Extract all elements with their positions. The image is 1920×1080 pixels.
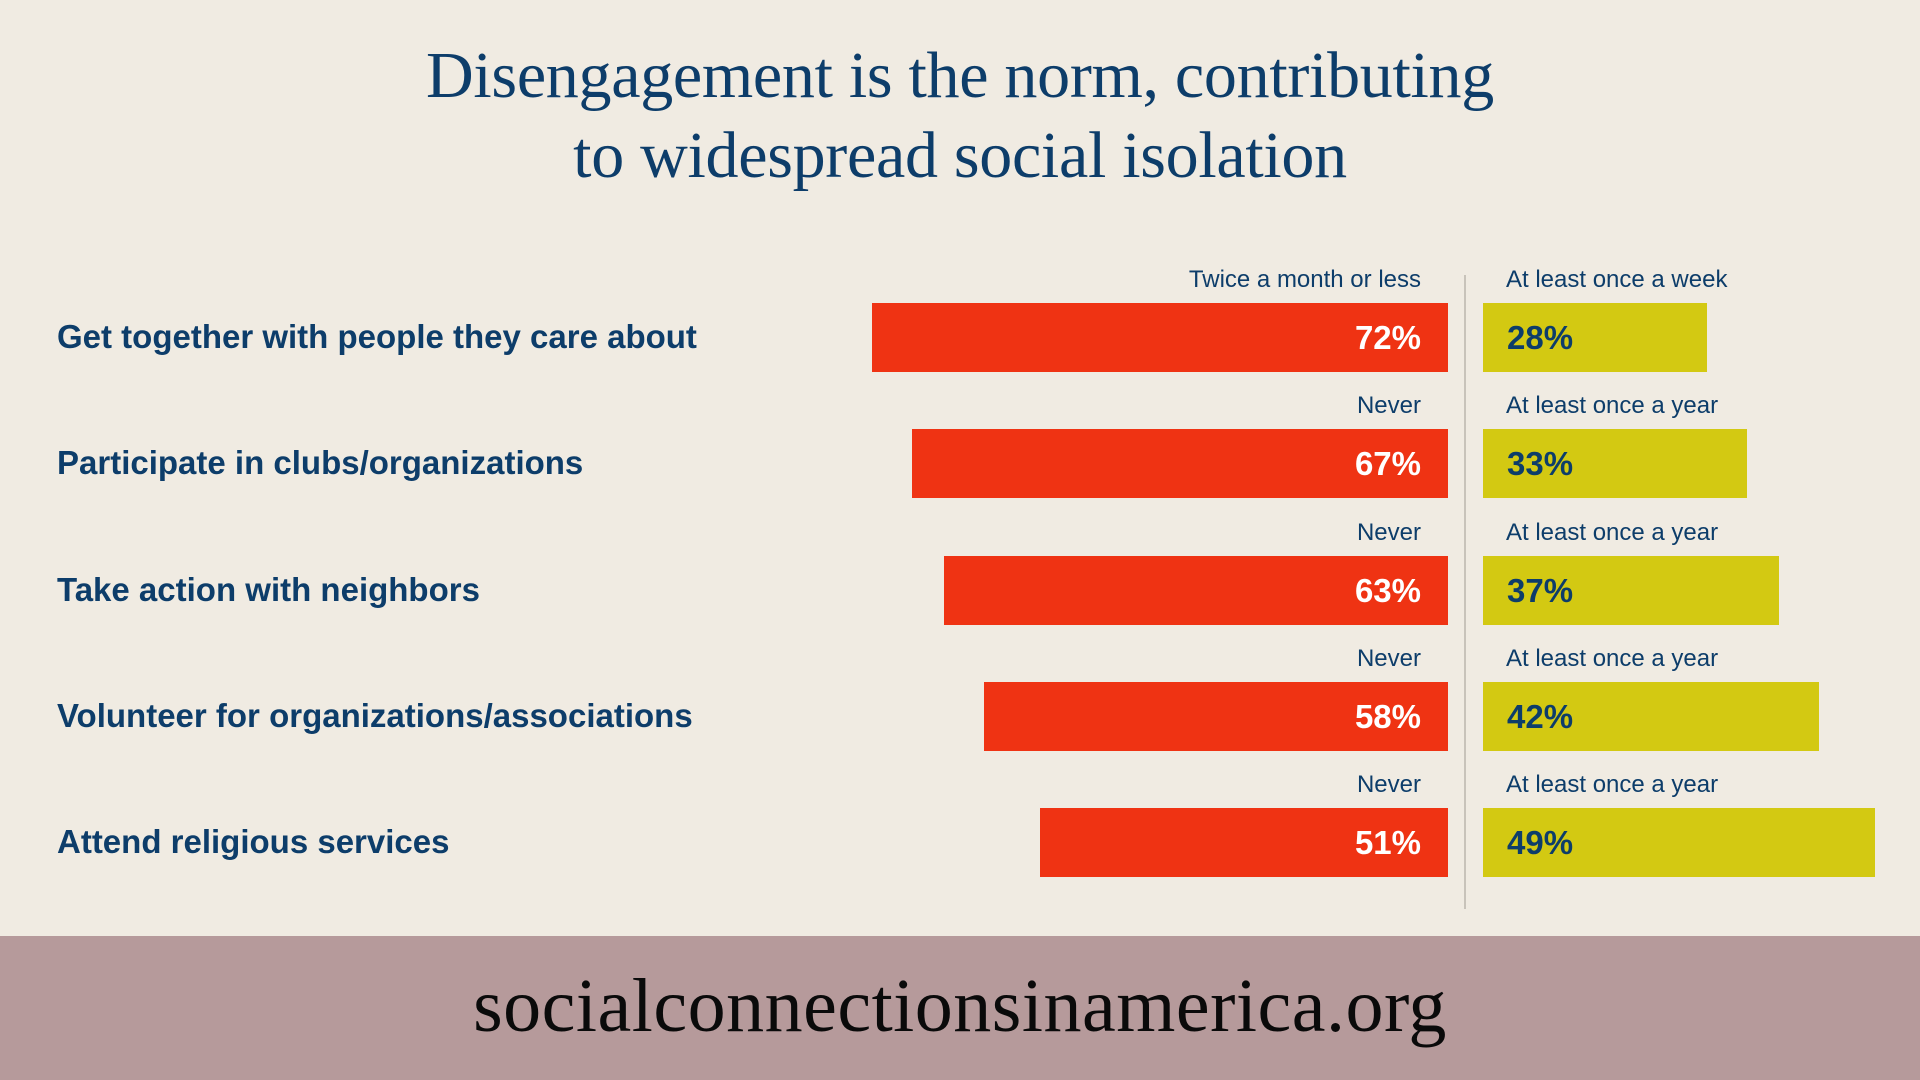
negative-bar: 72% (872, 303, 1448, 372)
negative-bar-value: 58% (1354, 698, 1421, 735)
positive-bar-value: 28% (1507, 319, 1574, 356)
row-label: Take action with neighbors (57, 571, 480, 608)
negative-series-label: Never (1356, 771, 1421, 798)
positive-series-label: At least once a year (1506, 392, 1719, 419)
negative-bar-value: 72% (1354, 319, 1421, 356)
negative-bar: 51% (1040, 808, 1448, 877)
chart-title: Disengagement is the norm, contributing … (0, 36, 1920, 196)
chart-title-line-2: to widespread social isolation (573, 119, 1347, 192)
negative-series-label: Twice a month or less (1188, 266, 1421, 293)
negative-bar: 67% (912, 429, 1448, 498)
positive-bar: 42% (1483, 682, 1819, 751)
negative-bar-value: 67% (1354, 445, 1421, 482)
row-label: Get together with people they care about (57, 318, 697, 355)
positive-bar: 33% (1483, 429, 1747, 498)
footer-band: socialconnectionsinamerica.org (0, 936, 1920, 1080)
chart-title-line-1: Disengagement is the norm, contributing (426, 39, 1494, 112)
row-label: Participate in clubs/organizations (57, 444, 584, 481)
positive-bar: 37% (1483, 556, 1779, 625)
positive-series-label: At least once a year (1506, 519, 1719, 546)
footer-url[interactable]: socialconnectionsinamerica.org (473, 964, 1447, 1048)
positive-bar: 28% (1483, 303, 1707, 372)
center-divider (1464, 275, 1466, 909)
positive-bar-value: 49% (1507, 824, 1574, 861)
positive-series-label: At least once a year (1506, 771, 1719, 798)
negative-series-label: Never (1356, 519, 1421, 546)
negative-bar: 63% (944, 556, 1448, 625)
negative-bar: 58% (984, 682, 1448, 751)
negative-bar-value: 51% (1354, 824, 1421, 861)
positive-bar-value: 33% (1507, 445, 1574, 482)
positive-bar-value: 37% (1507, 572, 1574, 609)
row-label: Volunteer for organizations/associations (57, 697, 693, 734)
positive-bar-value: 42% (1507, 698, 1574, 735)
negative-series-label: Never (1356, 645, 1421, 672)
positive-series-label: At least once a year (1506, 645, 1719, 672)
row-label: Attend religious services (57, 823, 450, 860)
positive-series-label: At least once a week (1506, 266, 1728, 293)
negative-bar-value: 63% (1354, 572, 1421, 609)
positive-bar: 49% (1483, 808, 1875, 877)
negative-series-label: Never (1356, 392, 1421, 419)
